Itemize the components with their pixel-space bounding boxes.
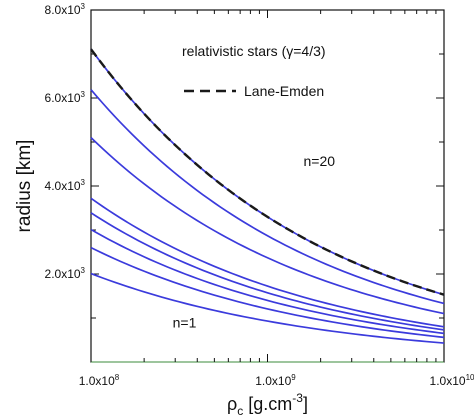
polytrope-curve-2	[90, 89, 445, 305]
polytrope-curve-8	[90, 272, 445, 344]
legend-label-lane-emden: Lane-Emden	[244, 83, 324, 99]
series-layer	[90, 48, 445, 344]
x-axis-label: ρc [g.cm-3]	[227, 391, 308, 418]
annotation-1: n=20	[304, 153, 336, 169]
polytrope-curve-6	[90, 228, 445, 335]
plot-area	[90, 9, 445, 363]
y-tick-label: 8.0x103	[45, 2, 86, 17]
y-tick-label: 4.0x103	[45, 178, 86, 193]
y-tick-label: 2.0x103	[45, 266, 86, 281]
polytrope-curve-4	[90, 197, 445, 328]
polytrope-curve-5	[90, 212, 445, 331]
polytrope-curve-7	[90, 246, 445, 339]
polytrope-curve-3	[90, 136, 445, 315]
text-layer: 2.0x103 4.0x103 6.0x103 8.0x103 1.0x108 1.0x1…	[14, 2, 474, 418]
x-tick-label: 1.0x109	[255, 373, 296, 388]
y-tick-label: 6.0x103	[45, 90, 86, 105]
annotation-2: n=1	[173, 315, 197, 331]
y-axis-label: radius [km]	[14, 140, 35, 233]
annotation-title: relativistic stars (γ=4/3)	[182, 43, 326, 59]
x-tick-label: 1.0x108	[79, 373, 120, 388]
axis-ticks	[90, 9, 445, 362]
x-tick-label: 1.0x1010	[430, 373, 474, 388]
lane-emden-curve	[90, 48, 445, 296]
